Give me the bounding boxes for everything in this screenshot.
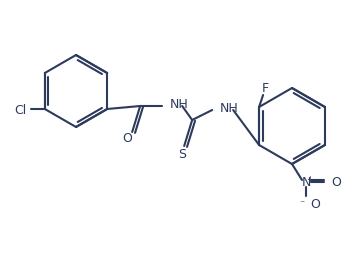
Text: F: F: [261, 82, 269, 95]
Text: N: N: [301, 176, 311, 189]
Text: NH: NH: [170, 97, 189, 110]
Text: NH: NH: [220, 102, 239, 115]
Text: S: S: [178, 147, 186, 160]
Text: Cl: Cl: [14, 103, 27, 116]
Text: ⁻: ⁻: [299, 198, 305, 208]
Text: O: O: [331, 176, 341, 189]
Text: O: O: [310, 197, 320, 210]
Text: O: O: [122, 132, 132, 145]
Text: +: +: [306, 174, 313, 183]
